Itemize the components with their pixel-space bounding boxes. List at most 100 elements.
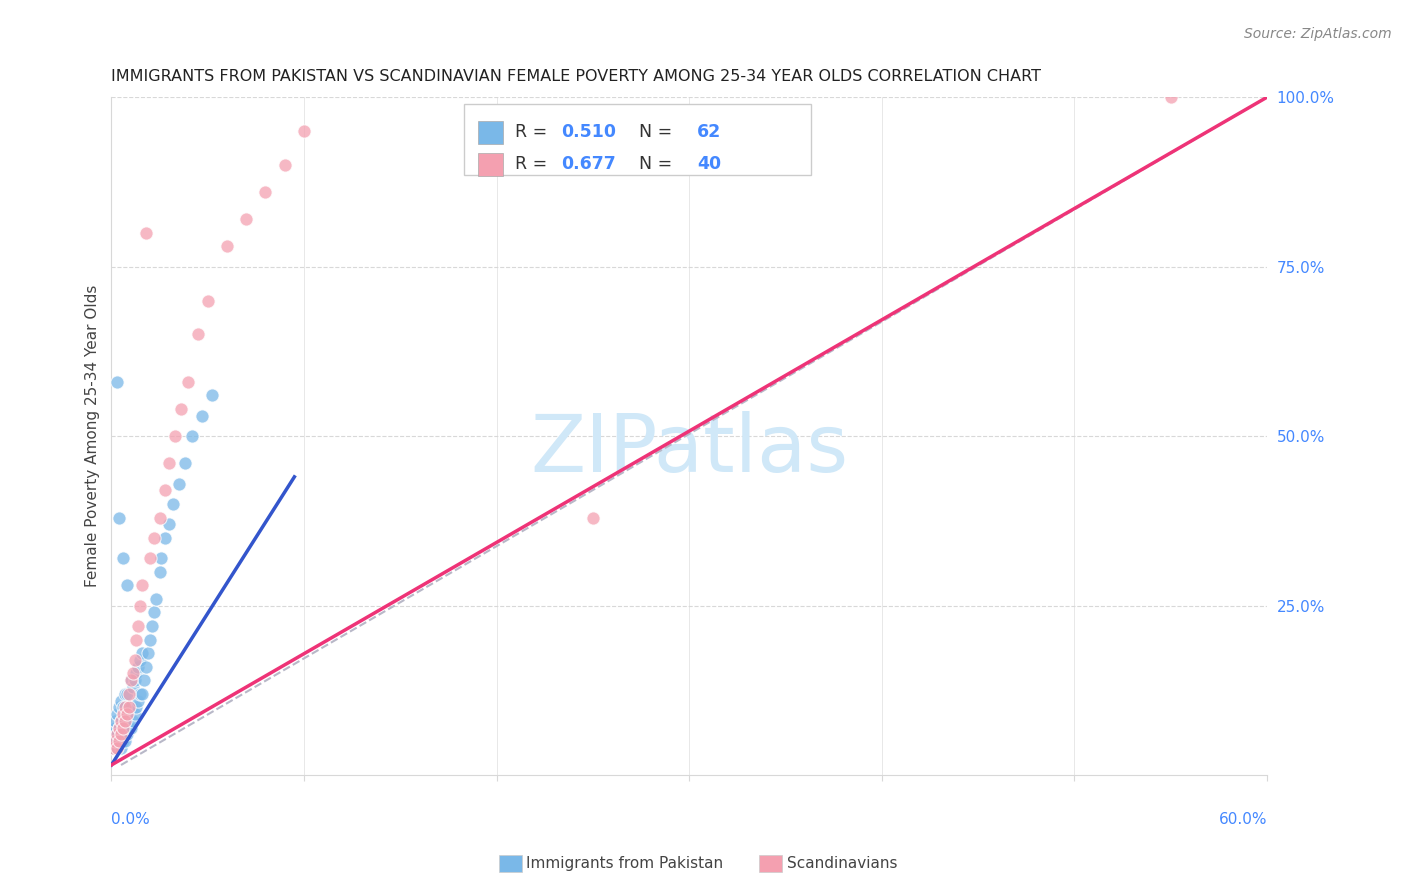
Point — [118, 700, 141, 714]
Point — [121, 666, 143, 681]
Text: 40: 40 — [697, 155, 721, 173]
Point — [187, 327, 209, 342]
Point — [148, 510, 170, 524]
Point — [115, 687, 138, 701]
Point — [110, 693, 132, 707]
Point — [104, 734, 127, 748]
Text: 0.0%: 0.0% — [111, 813, 150, 828]
Text: Scandinavians: Scandinavians — [787, 856, 898, 871]
Point — [235, 212, 257, 227]
Point — [105, 741, 128, 756]
Point — [110, 714, 132, 728]
Text: Source: ZipAtlas.com: Source: ZipAtlas.com — [1244, 27, 1392, 41]
Point — [582, 510, 605, 524]
Point — [105, 741, 128, 756]
Point — [124, 673, 146, 688]
Point — [124, 707, 146, 722]
Point — [108, 734, 131, 748]
Text: 62: 62 — [697, 123, 721, 142]
Point — [103, 741, 125, 756]
Point — [108, 721, 131, 735]
Point — [110, 714, 132, 728]
Point — [191, 409, 214, 423]
Point — [120, 673, 142, 688]
Point — [148, 565, 170, 579]
Point — [124, 653, 146, 667]
Point — [131, 646, 153, 660]
Point — [197, 293, 219, 308]
Point — [105, 707, 128, 722]
Point — [170, 402, 193, 417]
Point — [127, 693, 149, 707]
Point — [108, 734, 131, 748]
Point — [110, 727, 132, 741]
Point — [114, 714, 136, 728]
Point — [111, 721, 134, 735]
Point — [129, 687, 152, 701]
Point — [111, 551, 134, 566]
Bar — [478, 120, 503, 145]
Point — [118, 721, 141, 735]
Point — [105, 375, 128, 389]
Point — [108, 510, 131, 524]
Point — [105, 727, 128, 741]
Point — [121, 714, 143, 728]
Point — [127, 619, 149, 633]
Point — [120, 721, 142, 735]
Point — [129, 653, 152, 667]
Point — [115, 727, 138, 741]
Point — [111, 707, 134, 722]
Point — [200, 388, 222, 402]
Point — [127, 659, 149, 673]
Point — [103, 741, 125, 756]
Point — [173, 456, 195, 470]
Point — [142, 606, 165, 620]
Point — [254, 185, 277, 199]
Point — [104, 714, 127, 728]
Point — [135, 659, 157, 673]
Point — [118, 700, 141, 714]
Point — [145, 591, 167, 606]
Point — [162, 497, 184, 511]
Point — [125, 632, 148, 647]
Point — [104, 734, 127, 748]
Text: 0.510: 0.510 — [561, 123, 616, 142]
Point — [181, 429, 204, 443]
Y-axis label: Female Poverty Among 25-34 Year Olds: Female Poverty Among 25-34 Year Olds — [86, 285, 100, 587]
Text: N =: N = — [628, 155, 678, 173]
Point — [125, 666, 148, 681]
Point — [157, 517, 180, 532]
Point — [120, 700, 142, 714]
Text: Immigrants from Pakistan: Immigrants from Pakistan — [526, 856, 723, 871]
Point — [110, 741, 132, 756]
Text: 0.677: 0.677 — [561, 155, 616, 173]
Point — [105, 727, 128, 741]
Point — [163, 429, 186, 443]
Point — [114, 734, 136, 748]
Point — [115, 578, 138, 592]
Text: IMMIGRANTS FROM PAKISTAN VS SCANDINAVIAN FEMALE POVERTY AMONG 25-34 YEAR OLDS CO: IMMIGRANTS FROM PAKISTAN VS SCANDINAVIAN… — [111, 69, 1042, 84]
Point — [215, 239, 238, 253]
Text: 60.0%: 60.0% — [1219, 813, 1267, 828]
Point — [131, 687, 153, 701]
Point — [150, 551, 173, 566]
Point — [111, 734, 134, 748]
Point — [167, 476, 190, 491]
Text: ZIPatlas: ZIPatlas — [530, 410, 848, 489]
Text: R =: R = — [515, 155, 553, 173]
FancyBboxPatch shape — [464, 104, 811, 175]
Point — [177, 375, 200, 389]
Point — [108, 721, 131, 735]
Point — [114, 687, 136, 701]
Point — [111, 700, 134, 714]
Text: N =: N = — [628, 123, 678, 142]
Point — [139, 551, 162, 566]
Point — [114, 700, 136, 714]
Point — [139, 632, 162, 647]
Point — [120, 673, 142, 688]
Point — [129, 599, 152, 613]
Point — [141, 619, 163, 633]
Point — [274, 158, 297, 172]
Point — [135, 226, 157, 240]
Point — [136, 646, 159, 660]
